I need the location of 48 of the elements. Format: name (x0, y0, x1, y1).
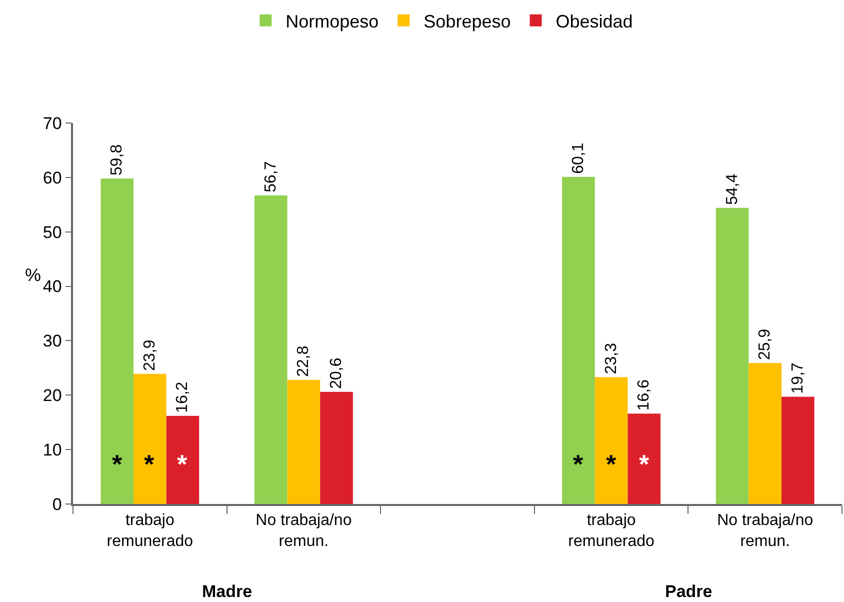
annotation: * (573, 449, 584, 479)
data-label: 56,7 (262, 161, 280, 192)
data-label: 59,8 (108, 144, 126, 176)
bar (594, 377, 628, 504)
y-tick-label: 70 (42, 114, 62, 133)
data-label: 23,3 (602, 342, 620, 374)
annotation: * (112, 449, 123, 479)
y-tick-label: 30 (42, 332, 62, 351)
y-tick-label: 50 (42, 222, 62, 242)
legend-label: Normopeso (286, 11, 379, 32)
data-label: 16,2 (174, 382, 192, 413)
legend-label: Obesidad (556, 11, 633, 32)
x-tick-label: No trabaja/no remun. (717, 512, 814, 550)
data-label: 23,9 (141, 340, 158, 371)
x-tick-label: No trabaja/no remun. (256, 512, 352, 550)
data-label: 60,1 (570, 142, 587, 174)
bar (562, 176, 595, 504)
annotation: * (639, 449, 650, 479)
data-label: 16,6 (636, 379, 653, 411)
y-tick-label: 60 (42, 168, 62, 188)
x-tick-label: trabajo remunerado (106, 512, 194, 550)
annotation: * (606, 449, 617, 479)
bar (748, 363, 782, 504)
bar (287, 380, 320, 504)
text: Madre (202, 582, 252, 601)
bar (254, 195, 288, 504)
data-label: 22,8 (295, 346, 312, 377)
y-tick-label: 0 (52, 494, 62, 514)
y-axis-title: % (25, 265, 42, 285)
y-tick-label: 20 (42, 386, 62, 406)
annotation: * (144, 449, 155, 479)
y-tick-label: 10 (42, 440, 62, 460)
annotation: * (177, 449, 188, 479)
bar (166, 416, 200, 504)
bar (133, 374, 166, 504)
data-label: 25,9 (756, 328, 774, 360)
bar (628, 414, 661, 504)
y-tick-label: 40 (42, 277, 62, 296)
data-label: 54,4 (724, 174, 741, 205)
bar (100, 178, 134, 504)
data-label: 20,6 (328, 358, 346, 389)
text: Padre (665, 582, 712, 601)
data-label: 19,7 (789, 362, 806, 394)
bar (716, 208, 749, 504)
bar (320, 392, 353, 504)
x-tick-label: trabajo remunerado (568, 512, 655, 550)
bar (782, 396, 814, 504)
legend-label: Sobrepeso (424, 11, 511, 32)
